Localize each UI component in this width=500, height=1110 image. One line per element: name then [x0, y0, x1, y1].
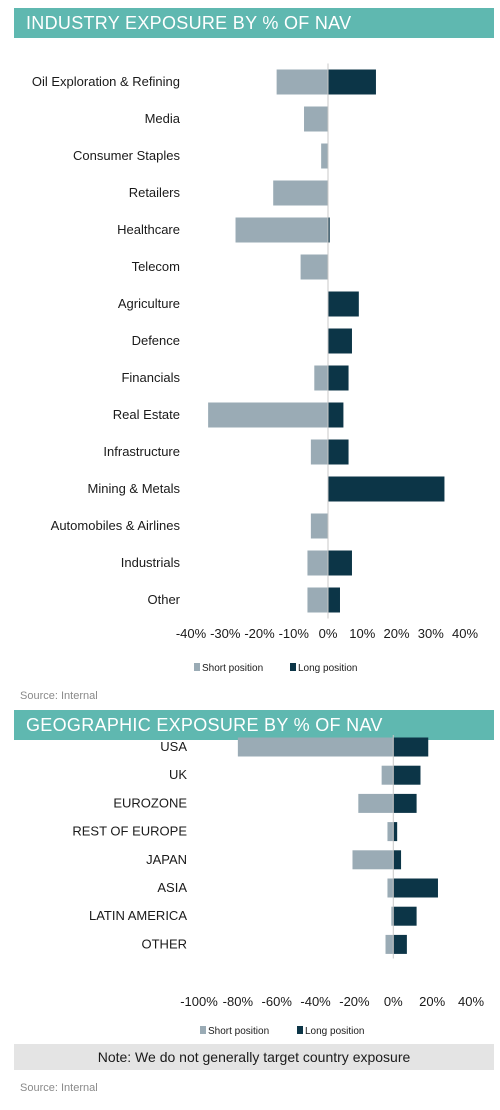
x-tick-label: 40% — [458, 994, 484, 1009]
category-label-financials: Financials — [121, 370, 180, 385]
short-bar-automobiles-airlines — [310, 513, 328, 539]
short-bar-telecom — [300, 254, 328, 280]
x-tick-label: 20% — [383, 626, 409, 641]
long-bar-usa — [393, 737, 429, 757]
long-bar-uk — [393, 765, 421, 785]
category-label-mining-metals: Mining & Metals — [88, 481, 181, 496]
short-bar-eurozone — [358, 793, 394, 813]
long-bar-financials — [328, 365, 349, 391]
short-bar-other — [385, 934, 394, 954]
short-bar-financials — [314, 365, 328, 391]
short-bar-industrials — [307, 550, 328, 576]
industry-exposure-chart: Oil Exploration & Refining Media Consumer … — [32, 63, 478, 674]
x-tick-label: 30% — [418, 626, 444, 641]
short-bar-other — [307, 587, 328, 613]
category-label-infrastructure: Infrastructure — [103, 444, 180, 459]
category-label-retailers: Retailers — [129, 185, 181, 200]
category-label-agriculture: Agriculture — [118, 296, 180, 311]
legend-long-swatch — [290, 663, 296, 671]
legend-short-label: Short position — [202, 663, 263, 674]
short-bar-infrastructure — [310, 439, 328, 465]
category-label-usa: USA — [160, 739, 187, 754]
long-bar-other — [393, 934, 407, 954]
long-bar-latin-america — [393, 906, 417, 926]
x-tick-label: -60% — [262, 994, 293, 1009]
category-label-telecom: Telecom — [132, 259, 180, 274]
country-exposure-note: Note: We do not generally target country… — [14, 1044, 494, 1070]
long-bar-defence — [328, 328, 352, 354]
long-bar-eurozone — [393, 793, 417, 813]
short-bar-rest-of-europe — [387, 822, 394, 842]
long-bar-rest-of-europe — [393, 822, 398, 842]
x-tick-label: -10% — [279, 626, 310, 641]
category-label-rest-of-europe: REST OF EUROPE — [72, 824, 187, 839]
long-bar-oil-exploration-refining — [328, 69, 376, 95]
long-bar-infrastructure — [328, 439, 349, 465]
long-bar-japan — [393, 850, 402, 870]
category-label-automobiles-airlines: Automobiles & Airlines — [51, 518, 181, 533]
x-tick-label: -20% — [244, 626, 275, 641]
x-tick-label: -40% — [300, 994, 331, 1009]
geographic-source: Source: Internal — [20, 1082, 98, 1094]
short-bar-usa — [237, 737, 394, 757]
category-label-eurozone: EUROZONE — [113, 795, 187, 810]
legend-long-swatch — [297, 1026, 303, 1034]
legend-long-label: Long position — [298, 663, 358, 674]
category-label-uk: UK — [169, 767, 187, 782]
category-label-real-estate: Real Estate — [113, 407, 180, 422]
category-label-defence: Defence — [132, 333, 180, 348]
geographic-title: GEOGRAPHIC EXPOSURE BY % OF NAV — [14, 710, 494, 740]
short-bar-uk — [381, 765, 394, 785]
x-tick-label: -80% — [223, 994, 254, 1009]
long-bar-mining-metals — [328, 476, 445, 502]
long-bar-other — [328, 587, 340, 613]
long-bar-healthcare — [328, 217, 330, 243]
category-label-healthcare: Healthcare — [117, 222, 180, 237]
x-tick-label: 40% — [452, 626, 478, 641]
x-tick-label: 20% — [419, 994, 445, 1009]
x-tick-label: 0% — [384, 994, 403, 1009]
category-label-other: OTHER — [142, 936, 188, 951]
short-bar-real-estate — [208, 402, 328, 428]
long-bar-industrials — [328, 550, 352, 576]
x-tick-label: -20% — [339, 994, 370, 1009]
long-bar-real-estate — [328, 402, 344, 428]
category-label-japan: JAPAN — [146, 852, 187, 867]
short-bar-healthcare — [235, 217, 328, 243]
legend-short-swatch — [194, 663, 200, 671]
industry-source: Source: Internal — [20, 690, 98, 702]
legend-long-label: Long position — [305, 1026, 365, 1037]
category-label-consumer-staples: Consumer Staples — [73, 148, 180, 163]
legend-short-label: Short position — [208, 1026, 269, 1037]
short-bar-media — [304, 106, 328, 132]
long-bar-agriculture — [328, 291, 359, 317]
industry-title: INDUSTRY EXPOSURE BY % OF NAV — [14, 8, 494, 38]
short-bar-retailers — [273, 180, 328, 206]
x-tick-label: 10% — [349, 626, 375, 641]
x-tick-label: -40% — [176, 626, 207, 641]
legend-short-swatch — [200, 1026, 206, 1034]
x-tick-label: 0% — [319, 626, 338, 641]
short-bar-latin-america — [391, 906, 394, 926]
category-label-asia: ASIA — [157, 880, 187, 895]
short-bar-consumer-staples — [321, 143, 328, 169]
category-label-industrials: Industrials — [121, 555, 181, 570]
category-label-oil-exploration-refining: Oil Exploration & Refining — [32, 74, 180, 89]
x-tick-label: -30% — [210, 626, 241, 641]
geographic-exposure-chart: USA UK EUROZONE REST OF EUROPE JAPAN ASIA LATI… — [72, 735, 484, 1037]
short-bar-asia — [387, 878, 394, 898]
short-bar-japan — [352, 850, 394, 870]
category-label-other: Other — [147, 592, 180, 607]
category-label-media: Media — [145, 111, 181, 126]
category-label-latin-america: LATIN AMERICA — [89, 908, 187, 923]
long-bar-asia — [393, 878, 438, 898]
x-tick-label: -100% — [180, 994, 218, 1009]
short-bar-oil-exploration-refining — [276, 69, 328, 95]
